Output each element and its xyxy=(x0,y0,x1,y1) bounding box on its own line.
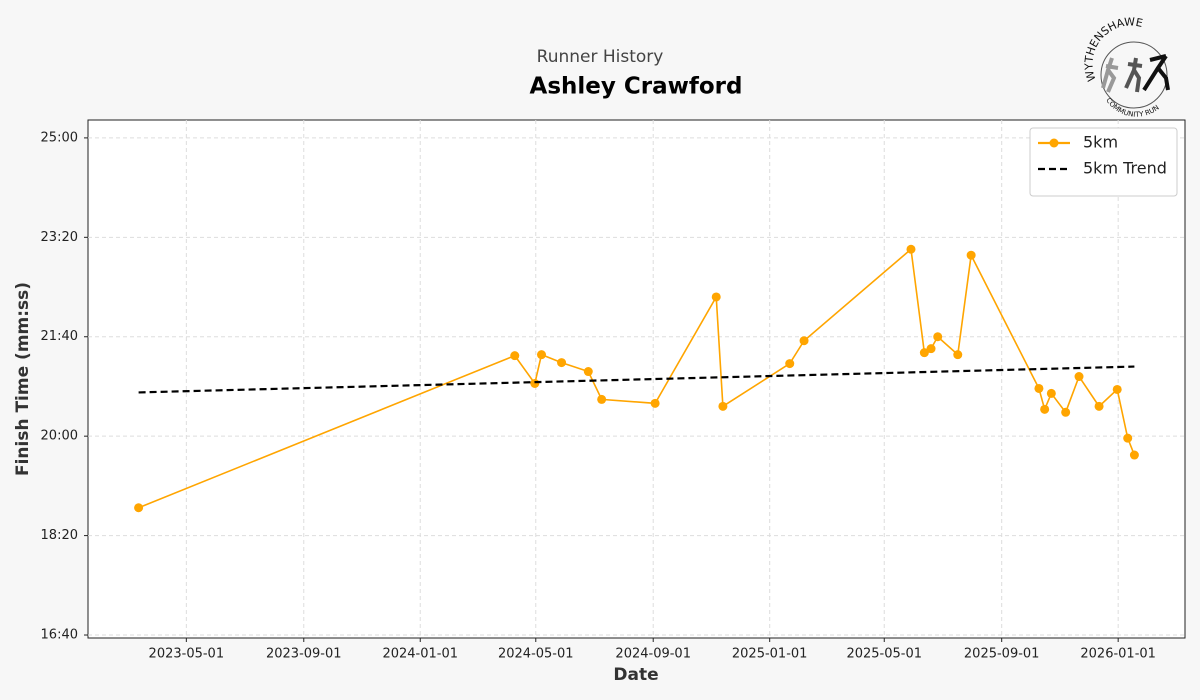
logo-ring xyxy=(1100,41,1168,109)
data-point xyxy=(1123,433,1133,443)
y-tick-label: 18:20 xyxy=(41,528,78,543)
data-point xyxy=(785,359,795,369)
data-point xyxy=(134,503,144,513)
x-tick-label: 2023-09-01 xyxy=(266,647,342,662)
y-tick-label: 21:40 xyxy=(41,329,78,344)
data-point xyxy=(1074,372,1084,382)
data-point xyxy=(530,378,540,388)
data-point xyxy=(1094,401,1104,411)
x-tick-label: 2026-01-01 xyxy=(1080,647,1156,662)
legend: 5km 5km Trend xyxy=(1029,127,1178,197)
x-tick-label: 2024-05-01 xyxy=(498,647,574,662)
x-axis-label: Date xyxy=(613,665,658,685)
data-point xyxy=(1112,384,1122,394)
y-tick-label: 16:40 xyxy=(41,628,78,643)
data-point xyxy=(933,332,943,342)
legend-label: 5km xyxy=(1083,133,1118,152)
data-point xyxy=(799,336,809,346)
legend-label: 5km Trend xyxy=(1083,159,1167,178)
data-point xyxy=(906,244,916,254)
data-point xyxy=(1034,383,1044,393)
y-axis-label: Finish Time (mm:ss) xyxy=(13,282,33,476)
runner-icon xyxy=(1142,54,1170,92)
data-point xyxy=(537,350,547,360)
data-point xyxy=(583,367,593,377)
data-point xyxy=(1061,407,1071,417)
x-tick-label: 2024-09-01 xyxy=(615,647,691,662)
runner-icon xyxy=(1101,57,1119,93)
x-tick-label: 2025-09-01 xyxy=(964,647,1040,662)
data-point xyxy=(718,401,728,411)
y-tick-label: 20:00 xyxy=(41,429,78,444)
x-tick-label: 2025-01-01 xyxy=(732,647,808,662)
legend-marker xyxy=(1049,138,1059,148)
data-point xyxy=(966,250,976,260)
data-point xyxy=(1040,404,1050,414)
data-point xyxy=(557,358,567,368)
runner-icon xyxy=(1124,57,1143,93)
chart-subtitle: Runner History xyxy=(537,47,664,67)
data-point xyxy=(650,398,660,408)
data-point xyxy=(597,394,607,404)
data-point xyxy=(1129,450,1139,460)
chart-title: Ashley Crawford xyxy=(530,74,743,100)
x-tick-label: 2024-01-01 xyxy=(382,647,458,662)
data-point xyxy=(711,292,721,302)
y-tick-label: 25:00 xyxy=(41,130,78,145)
series-line xyxy=(138,365,1135,394)
data-point xyxy=(953,350,963,360)
y-tick-label: 23:20 xyxy=(41,230,78,245)
x-tick-label: 2023-05-01 xyxy=(149,647,225,662)
legend-box xyxy=(1029,127,1178,197)
data-point xyxy=(1046,388,1056,398)
data-point xyxy=(919,348,929,358)
data-point xyxy=(926,344,936,354)
data-point xyxy=(510,351,520,361)
x-tick-label: 2025-05-01 xyxy=(846,647,922,662)
